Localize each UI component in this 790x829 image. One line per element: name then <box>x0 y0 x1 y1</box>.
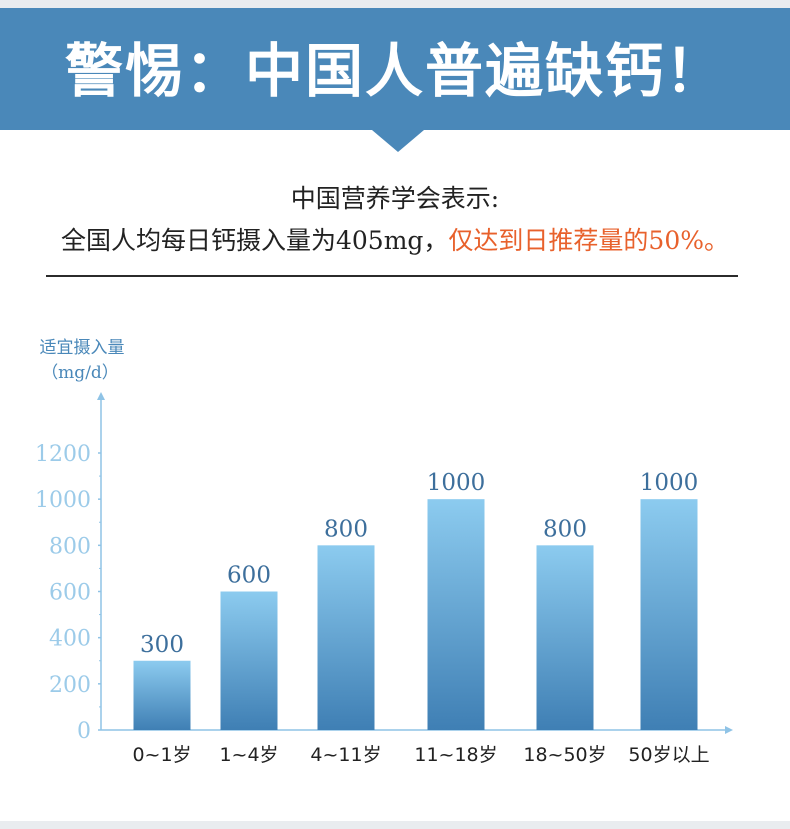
bar-value-label: 300 <box>140 632 184 658</box>
x-category-label: 0~1岁 <box>132 744 191 766</box>
banner-notch <box>372 130 424 152</box>
calcium-intake-chart: 适宜摄入量 （mg/d） 0 200 400 600 800 1000 1200 300 60… <box>35 338 733 766</box>
bar-value-label: 800 <box>543 516 587 542</box>
divider <box>46 275 738 277</box>
x-axis-arrow <box>725 726 733 734</box>
bar <box>427 499 485 730</box>
bar <box>640 499 698 730</box>
x-category-label: 18~50岁 <box>523 744 606 766</box>
bar <box>317 545 375 730</box>
bar-value-label: 600 <box>227 563 271 589</box>
x-category-label: 50岁以上 <box>628 744 709 766</box>
bar <box>536 545 594 730</box>
x-category-label: 1~4岁 <box>219 744 278 766</box>
y-tick-label: 1000 <box>35 488 91 513</box>
y-tick-label: 200 <box>49 673 91 698</box>
statement: 全国人均每日钙摄入量为405mg，仅达到日推荐量的50%。 <box>0 224 790 258</box>
y-tick-label: 400 <box>49 627 91 652</box>
statement-highlight: 仅达到日推荐量的50%。 <box>448 226 729 255</box>
banner-title: 警惕：中国人普遍缺钙！ <box>64 37 725 105</box>
y-tick-label: 0 <box>77 719 91 744</box>
bar-value-label: 1000 <box>427 470 486 496</box>
statement-main: 全国人均每日钙摄入量为405mg， <box>60 226 449 255</box>
y-axis-label: 适宜摄入量 <box>40 338 125 358</box>
bar <box>133 660 191 730</box>
bar-value-label: 1000 <box>640 470 699 496</box>
axes <box>97 392 733 734</box>
y-tick-label: 600 <box>49 581 91 606</box>
bar-value-label: 800 <box>324 516 368 542</box>
subhead: 中国营养学会表示: <box>290 184 500 213</box>
y-axis-unit: （mg/d） <box>41 363 119 383</box>
banner: 警惕：中国人普遍缺钙！ <box>0 8 790 130</box>
bottom-strip <box>0 821 790 829</box>
bars: 300 600 800 1000 800 1000 <box>133 470 699 730</box>
y-tick-label: 800 <box>49 534 91 559</box>
y-ticks: 0 200 400 600 800 1000 1200 <box>35 442 101 744</box>
x-category-label: 4~11岁 <box>310 744 381 766</box>
bar <box>220 591 278 730</box>
x-labels: 0~1岁 1~4岁 4~11岁 11~18岁 18~50岁 50岁以上 <box>132 744 709 766</box>
x-category-label: 11~18岁 <box>414 744 497 766</box>
top-strip <box>0 0 790 8</box>
y-axis-arrow <box>97 392 105 400</box>
y-tick-label: 1200 <box>35 442 91 467</box>
